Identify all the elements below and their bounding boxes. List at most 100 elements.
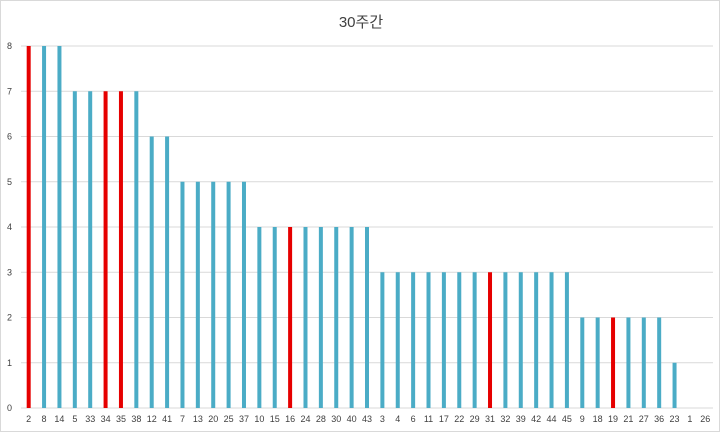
bar-7	[180, 181, 185, 408]
bar-36	[657, 317, 662, 408]
bar-40	[349, 227, 354, 408]
bar-19	[611, 317, 616, 408]
bar-13	[195, 181, 200, 408]
bar-38	[134, 91, 139, 408]
bar-9	[580, 317, 585, 408]
x-tick-label: 18	[593, 414, 603, 424]
bar-20	[211, 181, 216, 408]
bar-44	[549, 272, 554, 408]
x-tick-label: 31	[485, 414, 495, 424]
bar-17	[441, 272, 446, 408]
bar-23	[672, 362, 677, 408]
x-tick-label: 10	[254, 414, 264, 424]
bar-15	[272, 227, 277, 408]
x-tick-label: 11	[424, 414, 433, 424]
x-tick-label: 35	[116, 414, 126, 424]
x-tick-label: 1	[687, 414, 692, 424]
x-tick-label: 44	[547, 414, 557, 424]
bar-29	[472, 272, 477, 408]
x-tick-label: 8	[42, 414, 47, 424]
x-tick-label: 4	[395, 414, 400, 424]
x-tick-label: 2	[26, 414, 31, 424]
bar-5	[72, 91, 77, 408]
bar-24	[303, 227, 308, 408]
y-tick-label: 2	[7, 313, 12, 323]
y-tick-label: 0	[7, 403, 12, 413]
x-tick-label: 43	[362, 414, 372, 424]
bar-28	[318, 227, 323, 408]
bar-18	[595, 317, 600, 408]
y-tick-label: 8	[7, 41, 12, 51]
x-tick-label: 7	[180, 414, 185, 424]
x-tick-label: 26	[700, 414, 710, 424]
x-tick-label: 16	[285, 414, 295, 424]
bar-4	[395, 272, 400, 408]
y-tick-label: 6	[7, 132, 12, 142]
bar-31	[488, 272, 493, 408]
bar-2	[26, 46, 31, 408]
bar-16	[288, 227, 293, 408]
bar-12	[149, 136, 154, 408]
x-tick-label: 25	[224, 414, 234, 424]
x-tick-label: 23	[670, 414, 680, 424]
y-tick-label: 5	[7, 177, 12, 187]
bar-32	[503, 272, 508, 408]
x-tick-label: 22	[454, 414, 464, 424]
x-tick-label: 37	[239, 414, 249, 424]
x-tick-label: 45	[562, 414, 572, 424]
chart-title: 30주간	[338, 14, 384, 31]
bar-43	[365, 227, 369, 408]
x-tick-label: 33	[85, 414, 95, 424]
x-tick-label: 6	[411, 414, 416, 424]
bar-25	[226, 181, 231, 408]
x-tick-label: 41	[162, 414, 172, 424]
x-tick-label: 42	[531, 414, 541, 424]
x-tick-label: 27	[639, 414, 649, 424]
x-tick-label: 9	[580, 414, 585, 424]
bar-10	[257, 227, 262, 408]
bar-35	[118, 91, 123, 408]
y-axis: 0 1 2 3 4 5 6 7 8	[7, 41, 12, 413]
bar-21	[626, 317, 631, 408]
x-tick-label: 38	[131, 414, 141, 424]
bar-45	[564, 272, 569, 408]
bar-41	[165, 136, 170, 408]
x-tick-label: 15	[270, 414, 280, 424]
x-tick-label: 21	[623, 414, 633, 424]
x-tick-label: 12	[147, 414, 157, 424]
x-tick-label: 32	[500, 414, 510, 424]
x-tick-label: 28	[316, 414, 326, 424]
x-tick-label: 17	[439, 414, 449, 424]
bar-30	[334, 227, 339, 408]
y-tick-label: 7	[7, 86, 12, 96]
x-tick-label: 20	[208, 414, 218, 424]
x-tick-label: 5	[72, 414, 77, 424]
bar-8	[42, 46, 47, 408]
x-tick-label: 3	[380, 414, 385, 424]
bar-42	[534, 272, 539, 408]
bar-22	[457, 272, 462, 408]
x-tick-label: 34	[101, 414, 111, 424]
x-tick-label: 14	[54, 414, 64, 424]
y-tick-label: 3	[7, 267, 12, 277]
bar-6	[411, 272, 416, 408]
x-tick-label: 39	[516, 414, 526, 424]
bar-11	[426, 272, 431, 408]
bar-33	[88, 91, 93, 408]
x-tick-label: 40	[347, 414, 357, 424]
bar-14	[57, 46, 62, 408]
y-tick-label: 1	[7, 358, 12, 368]
bar-39	[518, 272, 523, 408]
x-tick-label: 30	[331, 414, 341, 424]
x-tick-label: 13	[193, 414, 203, 424]
y-tick-label: 4	[7, 222, 12, 232]
bar-34	[103, 91, 108, 408]
x-tick-label: 29	[470, 414, 480, 424]
bar-3	[380, 272, 385, 408]
bars	[26, 46, 677, 408]
x-tick-label: 36	[654, 414, 664, 424]
x-tick-label: 19	[608, 414, 618, 424]
bar-37	[241, 181, 246, 408]
